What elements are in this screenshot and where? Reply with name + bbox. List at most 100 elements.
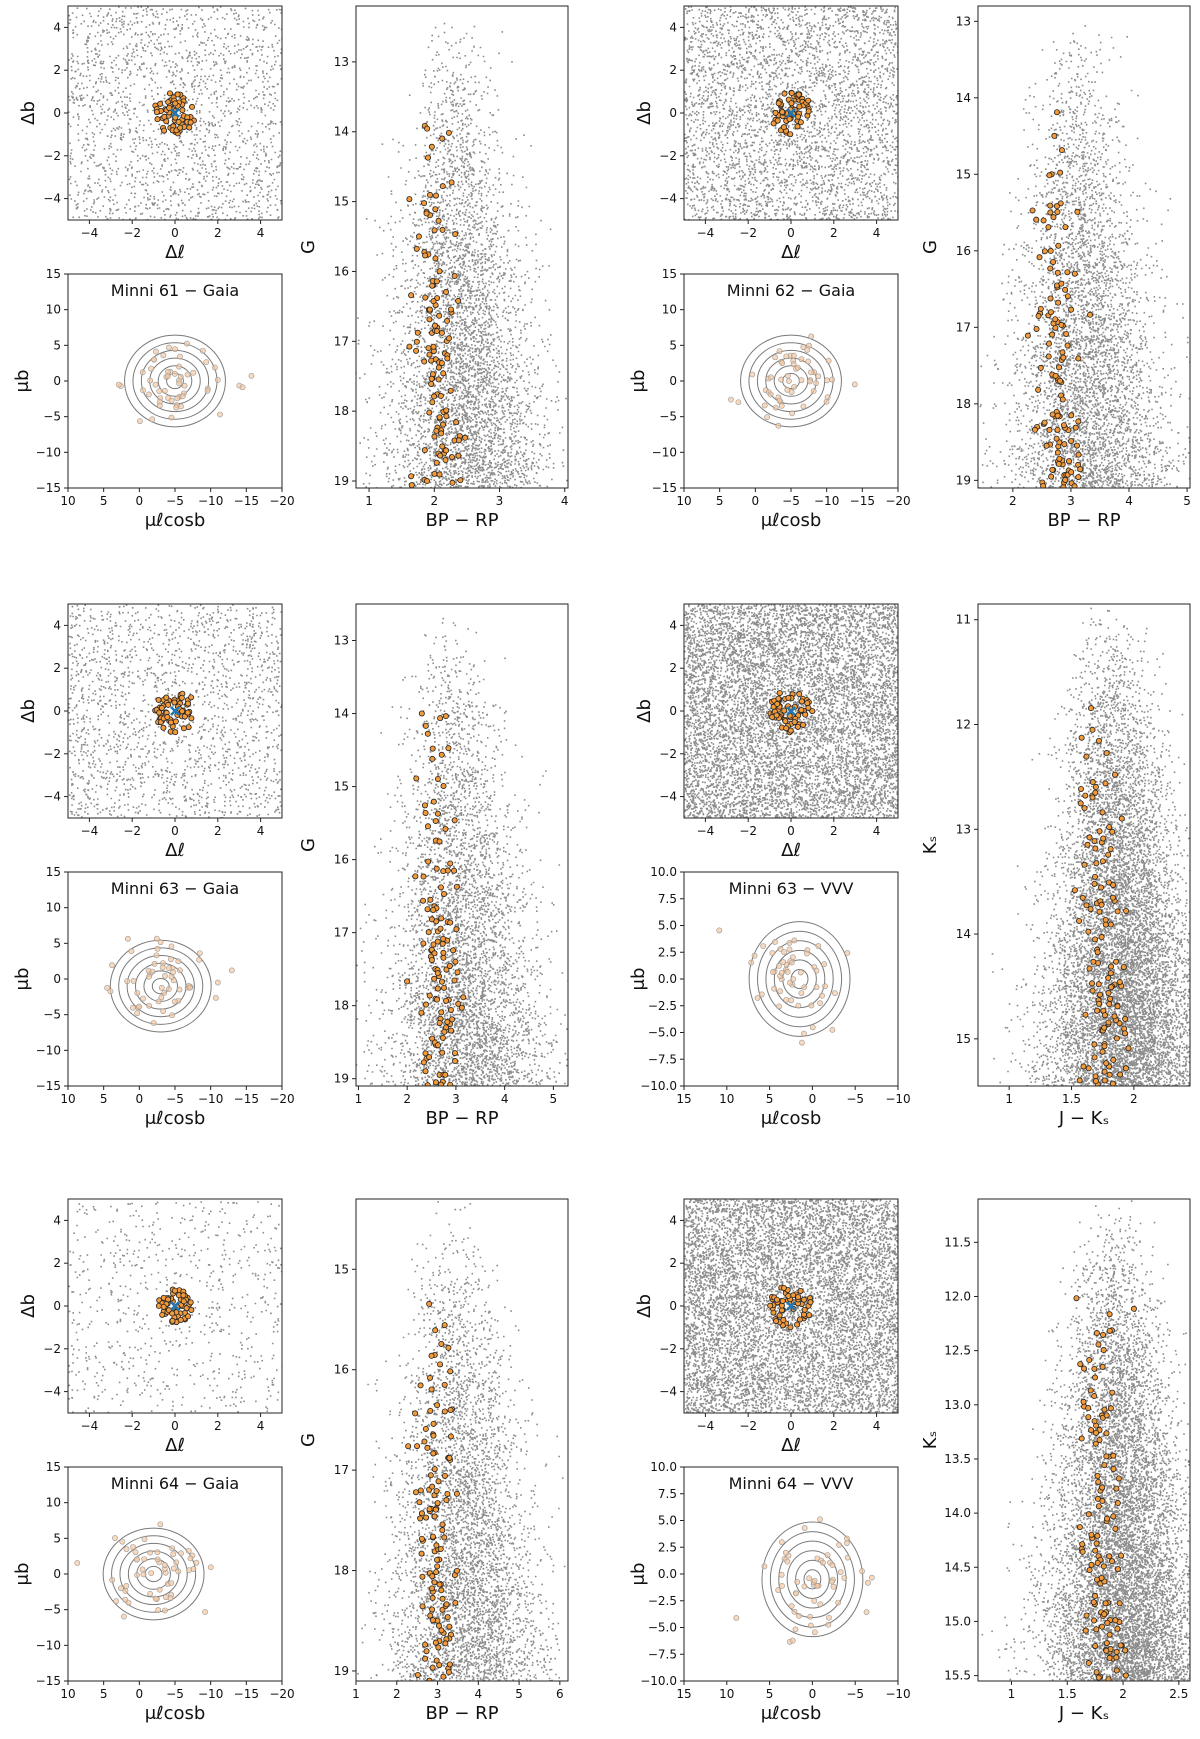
member-star bbox=[425, 1445, 430, 1450]
member-star bbox=[438, 716, 443, 721]
member-star bbox=[1066, 459, 1071, 464]
member-star bbox=[1123, 1673, 1128, 1678]
member-star bbox=[1076, 356, 1081, 361]
member-star bbox=[1106, 990, 1111, 995]
y-tick-label: 7.5 bbox=[658, 1487, 677, 1501]
member-star bbox=[806, 98, 811, 103]
member-pm-point bbox=[781, 960, 786, 965]
member-star bbox=[1054, 110, 1059, 115]
member-star bbox=[1069, 438, 1074, 443]
member-pm-point bbox=[133, 1550, 138, 1555]
member-star bbox=[1105, 1620, 1110, 1625]
member-star bbox=[413, 1490, 418, 1495]
x-tick-label: 10 bbox=[60, 494, 75, 508]
member-star bbox=[189, 104, 194, 109]
member-star bbox=[1053, 317, 1058, 322]
y-tick-label: 16 bbox=[334, 853, 349, 867]
member-star bbox=[1100, 1498, 1105, 1503]
member-star bbox=[1080, 1542, 1085, 1547]
x-tick-label: −4 bbox=[697, 1419, 715, 1433]
member-star bbox=[437, 1662, 442, 1667]
member-star bbox=[188, 1300, 193, 1305]
member-pm-point bbox=[822, 962, 827, 967]
member-pm-point bbox=[793, 1591, 798, 1596]
member-star bbox=[1111, 1466, 1116, 1471]
member-star bbox=[1089, 1532, 1094, 1537]
member-star bbox=[429, 957, 434, 962]
x-tick-label: −20 bbox=[269, 494, 294, 508]
member-star bbox=[1056, 300, 1061, 305]
member-pm-point bbox=[812, 1598, 817, 1603]
member-star bbox=[788, 1325, 793, 1330]
member-pm-point bbox=[845, 950, 850, 955]
member-pm-point bbox=[169, 1013, 174, 1018]
member-pm-point bbox=[151, 357, 156, 362]
x-tick-label: 3 bbox=[1067, 494, 1075, 508]
member-star bbox=[439, 1588, 444, 1593]
member-pm-point bbox=[812, 1630, 817, 1635]
member-pm-point bbox=[202, 1609, 207, 1614]
member-pm-point bbox=[114, 1599, 119, 1604]
member-star bbox=[427, 192, 432, 197]
member-star bbox=[432, 323, 437, 328]
member-star bbox=[170, 1318, 175, 1323]
y-tick-label: 5.0 bbox=[658, 919, 677, 933]
member-pm-point bbox=[750, 372, 755, 377]
y-axis-label: G bbox=[298, 240, 319, 254]
member-star bbox=[433, 256, 438, 261]
member-star bbox=[1087, 1357, 1092, 1362]
y-tick-label: −4 bbox=[659, 1385, 677, 1399]
x-tick-label: 15 bbox=[676, 1092, 691, 1106]
member-star bbox=[1090, 795, 1095, 800]
member-star bbox=[1096, 1001, 1101, 1006]
member-star bbox=[436, 218, 441, 223]
member-pm-point bbox=[124, 1583, 129, 1588]
member-star bbox=[1074, 443, 1079, 448]
member-star bbox=[799, 707, 804, 712]
member-star bbox=[783, 719, 788, 724]
cmd-minni64-gaia-frame bbox=[356, 1199, 568, 1681]
member-pm-point bbox=[770, 969, 775, 974]
member-star bbox=[1099, 902, 1104, 907]
member-star bbox=[1059, 281, 1064, 286]
member-star bbox=[434, 1557, 439, 1562]
member-star bbox=[438, 885, 443, 890]
y-tick-label: −15 bbox=[36, 481, 61, 495]
y-axis-label: Δb bbox=[634, 1294, 655, 1318]
member-star bbox=[1083, 1012, 1088, 1017]
member-star bbox=[156, 697, 161, 702]
pm-minni64-vvv-points bbox=[734, 1517, 875, 1645]
member-pm-point bbox=[824, 399, 829, 404]
member-star bbox=[1092, 874, 1097, 879]
member-star bbox=[1089, 981, 1094, 986]
x-tick-label: −4 bbox=[697, 226, 715, 240]
member-star bbox=[420, 1574, 425, 1579]
member-pm-point bbox=[156, 1607, 161, 1612]
member-star bbox=[438, 1546, 443, 1551]
member-star bbox=[1048, 296, 1053, 301]
member-star bbox=[1092, 1593, 1097, 1598]
x-tick-label: −15 bbox=[850, 494, 875, 508]
x-axis-label: Δℓ bbox=[781, 840, 801, 861]
member-star bbox=[1063, 225, 1068, 230]
y-tick-label: 10 bbox=[662, 303, 677, 317]
member-star bbox=[780, 109, 785, 114]
member-pm-point bbox=[809, 334, 814, 339]
member-star bbox=[440, 941, 445, 946]
member-star bbox=[445, 1615, 450, 1620]
member-pm-point bbox=[208, 1565, 213, 1570]
x-tick-label: 5 bbox=[766, 1687, 774, 1701]
member-star bbox=[432, 1467, 437, 1472]
x-tick-label: 6 bbox=[556, 1687, 564, 1701]
member-star bbox=[1053, 373, 1058, 378]
member-pm-point bbox=[792, 1609, 797, 1614]
member-star bbox=[443, 826, 448, 831]
member-star bbox=[1038, 365, 1043, 370]
member-pm-point bbox=[166, 965, 171, 970]
member-star bbox=[425, 1083, 430, 1088]
member-pm-point bbox=[802, 1525, 807, 1530]
member-star bbox=[429, 358, 434, 363]
member-star bbox=[1117, 1601, 1122, 1606]
member-pm-point bbox=[123, 1597, 128, 1602]
member-pm-point bbox=[860, 1569, 865, 1574]
